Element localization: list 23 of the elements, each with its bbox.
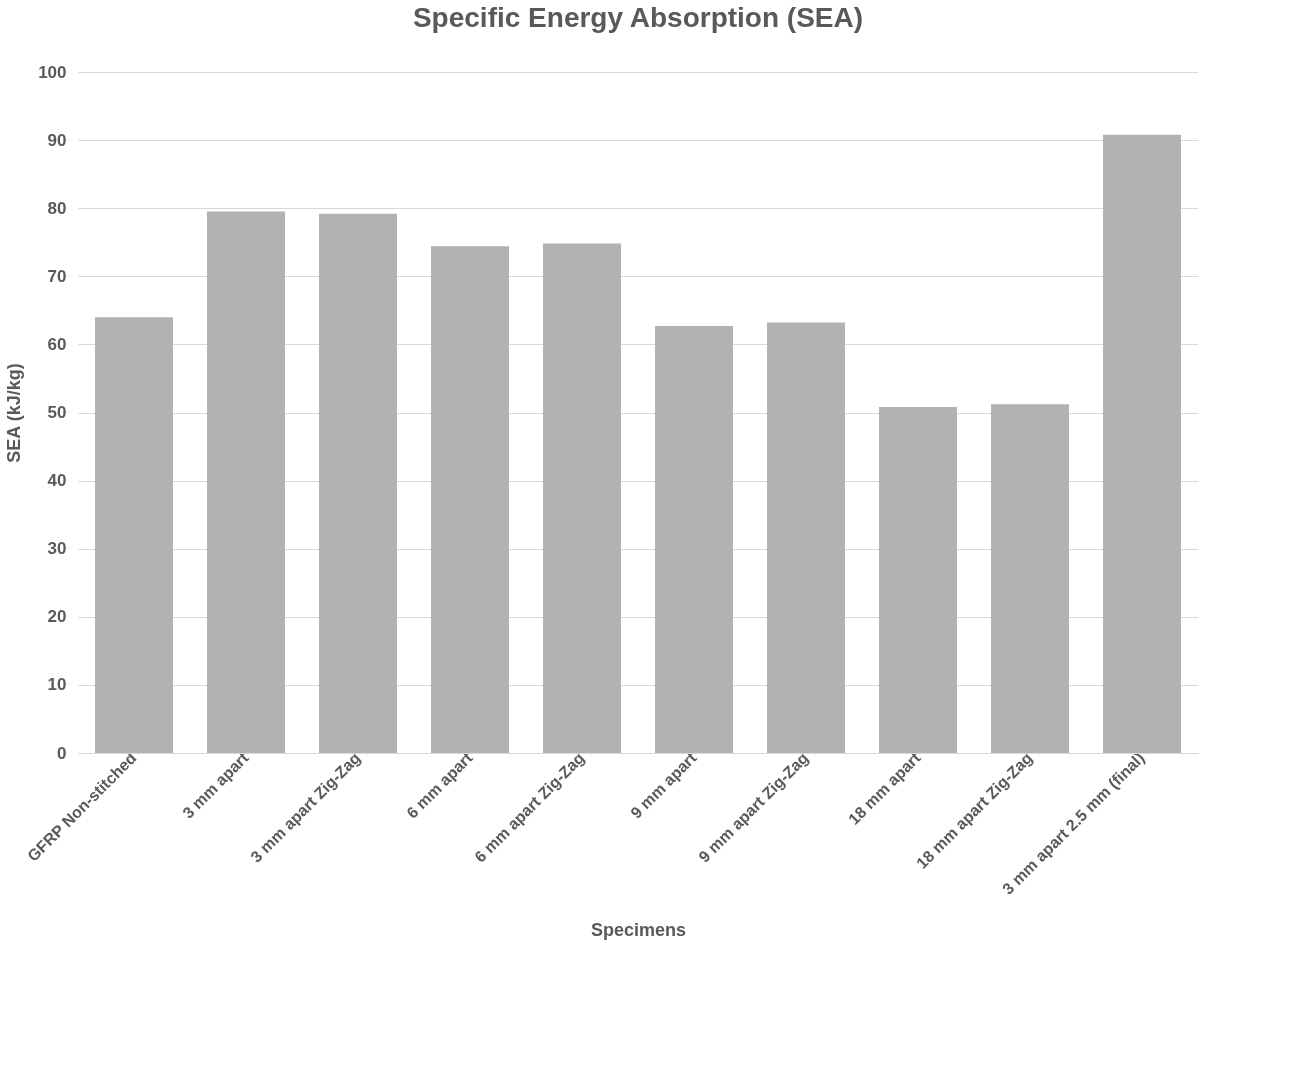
bar — [991, 404, 1069, 753]
y-tick-label: 20 — [47, 607, 67, 627]
y-tick-label: 50 — [47, 403, 67, 422]
bar — [95, 317, 173, 753]
bar — [431, 246, 509, 753]
y-tick-label: 40 — [47, 471, 67, 491]
y-axis-title: SEA (kJ/kg) — [4, 363, 25, 463]
y-tick-label: 60 — [47, 334, 67, 354]
bar — [207, 211, 285, 753]
y-tick-label: 10 — [47, 675, 67, 695]
bar — [767, 322, 845, 753]
chart-title: Specific Energy Absorption (SEA) — [412, 2, 864, 33]
bar — [879, 407, 957, 753]
bar — [655, 326, 733, 753]
y-tick-label: 80 — [47, 198, 67, 218]
y-tick-label: 30 — [47, 539, 67, 559]
bar — [543, 243, 621, 753]
x-axis-title: Specimens — [590, 919, 687, 940]
bar — [1103, 134, 1181, 753]
y-tick-label: 70 — [47, 266, 67, 286]
y-tick-label: 100 — [38, 62, 67, 82]
bar — [319, 213, 397, 753]
y-tick-label: 90 — [47, 130, 67, 150]
